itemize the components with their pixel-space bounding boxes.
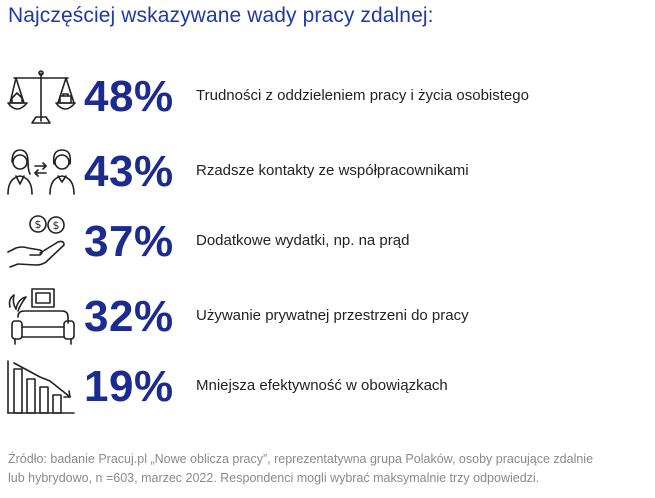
list-item: $ $ 37% Dodatkowe wydatki, np. na prąd xyxy=(0,210,655,274)
item-label: Rzadsze kontakty ze współpracownikami xyxy=(196,162,469,179)
hand-coins-icon: $ $ xyxy=(6,212,76,272)
footnote-line: Źródło: badanie Pracuj.pl „Nowe oblicza … xyxy=(8,452,594,466)
page-title: Najczęściej wskazywane wady pracy zdalne… xyxy=(8,4,434,27)
list-item: 32% Używanie prywatnej przestrzeni do pr… xyxy=(0,285,655,349)
balance-scale-home-work-icon xyxy=(6,67,76,127)
list-item: 48% Trudności z oddzieleniem pracy i życ… xyxy=(0,65,655,129)
svg-text:$: $ xyxy=(53,219,60,232)
percent-value: 32% xyxy=(84,292,174,341)
item-label: Mniejsza efektywność w obowiązkach xyxy=(196,377,448,394)
armchair-picture-icon xyxy=(6,287,76,347)
list-item: 43% Rzadsze kontakty ze współpracownikam… xyxy=(0,140,655,204)
percent-value: 43% xyxy=(84,147,174,196)
svg-text:$: $ xyxy=(35,218,42,231)
two-people-exchange-icon xyxy=(6,142,76,202)
percent-value: 48% xyxy=(84,72,174,121)
percent-value: 19% xyxy=(84,362,174,411)
source-footnote: Źródło: badanie Pracuj.pl „Nowe oblicza … xyxy=(8,450,648,488)
declining-bar-chart-icon xyxy=(6,357,76,417)
footnote-line: lub hybrydowo, n =603, marzec 2022. Resp… xyxy=(8,471,540,485)
percent-value: 37% xyxy=(84,217,174,266)
list-item: 19% Mniejsza efektywność w obowiązkach xyxy=(0,355,655,419)
item-label: Używanie prywatnej przestrzeni do pracy xyxy=(196,307,469,324)
item-label: Trudności z oddzieleniem pracy i życia o… xyxy=(196,87,529,104)
item-label: Dodatkowe wydatki, np. na prąd xyxy=(196,232,410,249)
